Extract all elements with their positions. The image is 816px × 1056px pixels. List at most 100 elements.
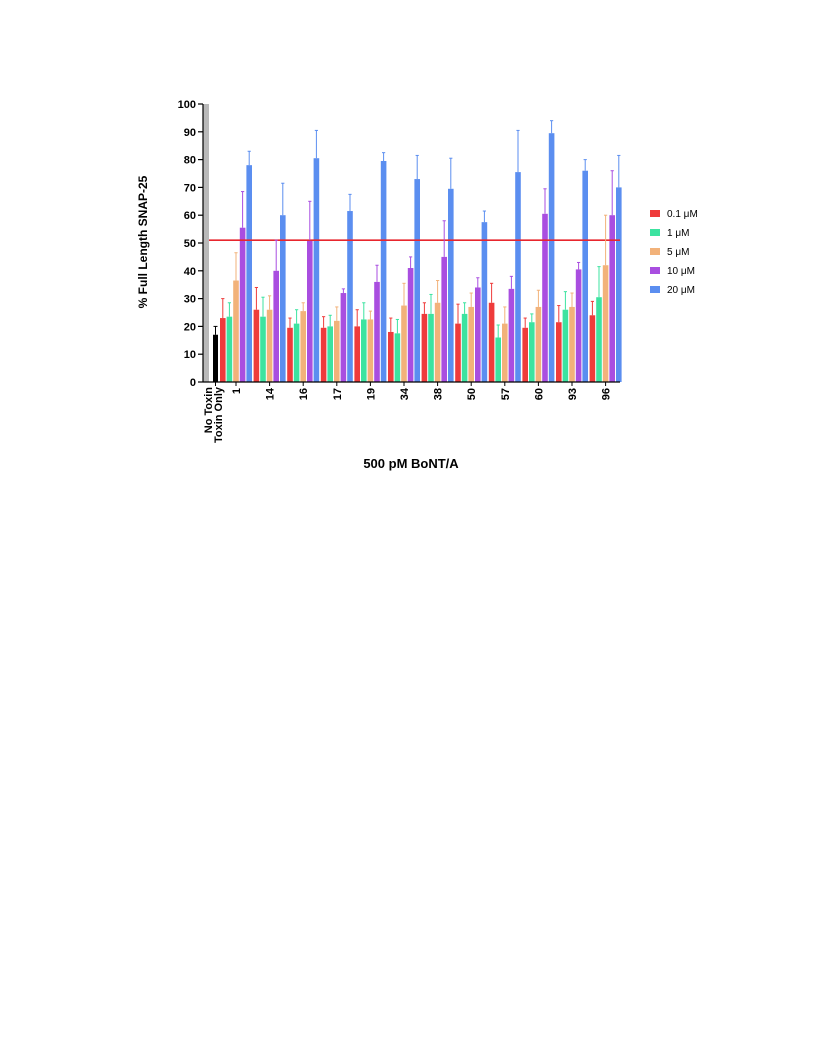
bar <box>529 322 535 382</box>
x-category-label: 57 <box>500 388 512 400</box>
x-category-label-control: No Toxin <box>203 387 215 434</box>
bar <box>293 323 300 382</box>
y-tick-label: 90 <box>184 127 196 139</box>
bar <box>542 213 548 382</box>
bar <box>455 323 461 382</box>
bar <box>394 333 401 382</box>
bar-control <box>213 334 218 382</box>
bar <box>515 172 521 382</box>
x-category-label: 19 <box>365 388 377 400</box>
bar <box>556 322 562 382</box>
bar <box>226 316 233 382</box>
bar <box>273 270 279 382</box>
x-category-label: 14 <box>265 387 277 400</box>
legend-label: 10 μM <box>667 266 695 277</box>
x-category-label-control: Toxin Only <box>213 386 225 443</box>
bar <box>461 313 468 382</box>
x-category-label: 16 <box>298 388 310 400</box>
bar <box>260 316 266 382</box>
bar <box>347 211 353 382</box>
bar <box>374 281 380 382</box>
x-category-label: 93 <box>567 388 579 400</box>
bar <box>428 313 434 382</box>
bars <box>206 133 622 382</box>
bar <box>609 215 615 382</box>
bar <box>468 306 474 382</box>
bar <box>340 293 347 382</box>
error-bars <box>213 120 621 338</box>
bar <box>575 269 582 382</box>
y-tick-label: 40 <box>184 266 196 278</box>
x-category-label: 50 <box>466 388 478 400</box>
bar <box>495 337 501 382</box>
bar <box>481 222 488 382</box>
bar <box>334 320 340 382</box>
y-tick-label: 70 <box>184 182 196 194</box>
bar <box>569 306 575 382</box>
legend-swatch <box>650 267 660 274</box>
bar <box>320 327 327 382</box>
bar <box>448 188 454 382</box>
bar <box>548 133 555 382</box>
x-category-label: 96 <box>601 388 613 400</box>
bar <box>233 280 239 382</box>
legend-swatch <box>650 286 660 293</box>
bar <box>361 319 367 382</box>
bar <box>475 287 481 382</box>
x-axis-label: 500 pM BoNT/A <box>363 456 459 471</box>
bar <box>253 309 260 382</box>
x-category-label: 60 <box>533 388 545 400</box>
legend-label: 1 μM <box>667 228 689 239</box>
bar <box>313 158 320 382</box>
legend: 0.1 μM 1 μM 5 μM 10 μM 20 μM <box>650 209 698 296</box>
bar <box>220 318 226 382</box>
bar <box>602 265 609 382</box>
bar <box>280 215 286 382</box>
legend-swatch <box>650 229 660 236</box>
bar <box>266 309 273 382</box>
bar <box>407 268 414 382</box>
bar <box>441 256 447 382</box>
bar <box>401 305 407 382</box>
bar <box>246 165 252 382</box>
bar <box>414 179 420 382</box>
x-category-label: 34 <box>399 387 411 400</box>
bar <box>307 240 313 382</box>
bar <box>354 326 360 382</box>
y-tick-label: 10 <box>184 349 196 361</box>
bar <box>508 288 515 382</box>
bar <box>421 313 428 382</box>
bar <box>582 170 588 382</box>
bar <box>300 311 306 382</box>
y-tick-label: 60 <box>184 210 196 222</box>
y-tick-label: 30 <box>184 294 196 306</box>
bar <box>589 315 596 382</box>
legend-swatch <box>650 248 660 255</box>
y-tick-label: 0 <box>190 377 196 389</box>
bar <box>239 227 246 382</box>
x-category-label: 17 <box>332 388 344 400</box>
y-tick-label: 20 <box>184 321 196 333</box>
bar <box>616 187 622 382</box>
bar <box>596 297 602 382</box>
y-axis-label: % Full Length SNAP-25 <box>136 175 150 308</box>
bar <box>562 309 569 382</box>
bar <box>522 327 528 382</box>
legend-swatch <box>650 210 660 217</box>
bar <box>488 302 495 382</box>
axes <box>202 104 620 386</box>
bar <box>502 323 508 382</box>
legend-label: 0.1 μM <box>667 209 698 220</box>
x-category-label: 38 <box>433 388 445 400</box>
x-category-label: 1 <box>231 388 243 394</box>
bar <box>434 302 441 382</box>
y-tick-label: 50 <box>184 238 196 250</box>
y-tick-label: 100 <box>178 99 196 111</box>
y-axis-band <box>203 104 209 382</box>
bar <box>327 326 333 382</box>
bar <box>287 327 293 382</box>
bar <box>388 331 394 382</box>
bar <box>367 319 374 382</box>
